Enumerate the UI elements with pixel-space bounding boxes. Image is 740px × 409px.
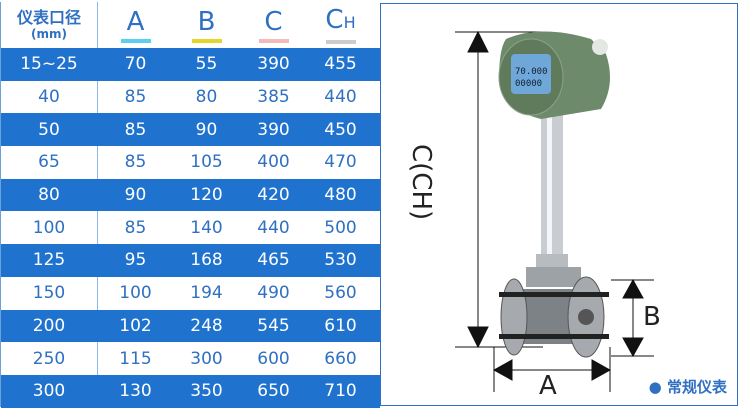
cell-b: 248: [190, 315, 223, 336]
cell-c: 465: [257, 250, 290, 271]
table-row: 80 90 120 420 480: [1, 178, 380, 212]
cell-c: 390: [257, 54, 290, 75]
cell-b: 350: [190, 381, 223, 402]
header-size: 仪表口径 (mm): [1, 2, 98, 48]
cell-ch: 455: [324, 54, 357, 75]
cell-c: 600: [257, 348, 290, 369]
flowmeter-diagram: 70.000 00000: [455, 30, 654, 392]
cell-a: 70: [124, 54, 147, 75]
color-bar-ch: [325, 40, 356, 44]
cell-a: 100: [119, 283, 152, 304]
cell-ch: 450: [324, 119, 357, 140]
header-c: C: [240, 2, 307, 48]
cell-size: 100: [1, 211, 98, 245]
cell-b: 140: [190, 217, 223, 238]
cell-b: 80: [195, 87, 218, 108]
cell-a: 85: [124, 119, 147, 140]
cell-c: 400: [257, 152, 290, 173]
cell-b: 90: [195, 119, 218, 140]
color-bar-c: [258, 38, 289, 43]
cell-a: 102: [119, 315, 152, 336]
cell-size: 300: [1, 374, 98, 408]
cell-size: 125: [1, 244, 98, 277]
svg-text:00000: 00000: [515, 79, 542, 89]
cell-ch: 660: [324, 348, 357, 369]
cell-a: 115: [119, 348, 152, 369]
table-row: 40 85 80 385 440: [1, 80, 380, 114]
color-bar-a: [120, 38, 151, 43]
cell-size: 65: [1, 146, 98, 179]
cell-ch: 500: [324, 217, 357, 238]
cell-ch: 530: [324, 250, 357, 271]
svg-text:70.000: 70.000: [515, 67, 548, 77]
cell-ch: 560: [324, 283, 357, 304]
cell-size: 15~25: [1, 48, 98, 81]
cell-b: 300: [190, 348, 223, 369]
header-b-label: B: [197, 6, 216, 37]
cell-a: 85: [124, 87, 147, 108]
dimension-lines: [455, 30, 654, 392]
table-row: 15~25 70 55 390 455: [1, 48, 380, 81]
legend-label: 常规仪表: [666, 378, 727, 396]
header-ch: CH: [307, 2, 374, 48]
cell-a: 90: [124, 185, 147, 206]
table-row: 250 115 300 600 660: [1, 342, 380, 375]
table-row: 300 130 350 650 710: [1, 374, 380, 408]
cell-b: 168: [190, 250, 223, 271]
legend: ● 常规仪表: [649, 376, 727, 397]
cell-size: 250: [1, 342, 98, 375]
cell-c: 385: [257, 87, 290, 108]
cell-a: 130: [119, 381, 152, 402]
header-c-label: C: [264, 6, 283, 37]
table-row: 150 100 194 490 560: [1, 276, 380, 310]
dimension-label-c: C(CH): [406, 144, 436, 221]
dimension-label-b: B: [643, 302, 661, 332]
cell-b: 55: [195, 54, 218, 75]
header-size-unit: (mm): [31, 27, 67, 41]
header-size-title: 仪表口径: [16, 8, 81, 27]
color-bar-b: [191, 38, 222, 43]
cell-a: 85: [124, 217, 147, 238]
header-ch-label: C: [325, 5, 344, 35]
table-row: 200 102 248 545 610: [1, 309, 380, 343]
cell-ch: 470: [324, 152, 357, 173]
dimension-table: 仪表口径 (mm) A B C CH 15~25 70 55 390 455 40 85 80…: [0, 2, 380, 408]
cell-a: 95: [124, 250, 147, 271]
diagram-panel: 70.000 00000 C(CH) A B ● 常规仪表: [380, 3, 738, 406]
cell-ch: 440: [324, 87, 357, 108]
header-a-label: A: [126, 6, 145, 37]
cell-b: 120: [190, 185, 223, 206]
cell-a: 85: [124, 152, 147, 173]
cell-c: 440: [257, 217, 290, 238]
table-row: 50 85 90 390 450: [1, 113, 380, 147]
cell-c: 545: [257, 315, 290, 336]
table-row: 65 85 105 400 470: [1, 146, 380, 179]
header-b: B: [173, 2, 240, 48]
cell-b: 105: [190, 152, 223, 173]
table-row: 100 85 140 440 500: [1, 211, 380, 245]
cell-size: 50: [1, 113, 98, 147]
dimension-label-a: A: [539, 371, 557, 401]
cell-size: 80: [1, 178, 98, 212]
table-header: 仪表口径 (mm) A B C CH: [1, 2, 380, 48]
header-a: A: [98, 2, 173, 48]
cell-c: 490: [257, 283, 290, 304]
cell-c: 390: [257, 119, 290, 140]
cell-ch: 610: [324, 315, 357, 336]
cell-ch: 480: [324, 185, 357, 206]
cell-size: 150: [1, 276, 98, 310]
cell-c: 650: [257, 381, 290, 402]
table-row: 125 95 168 465 530: [1, 244, 380, 277]
cell-c: 420: [257, 185, 290, 206]
cell-ch: 710: [324, 381, 357, 402]
cell-size: 200: [1, 309, 98, 343]
cell-b: 194: [190, 283, 223, 304]
header-ch-sub: H: [343, 13, 356, 32]
flowmeter-image: 70.000 00000: [498, 31, 610, 358]
legend-dot-icon: ●: [648, 378, 667, 396]
cell-size: 40: [1, 80, 98, 114]
